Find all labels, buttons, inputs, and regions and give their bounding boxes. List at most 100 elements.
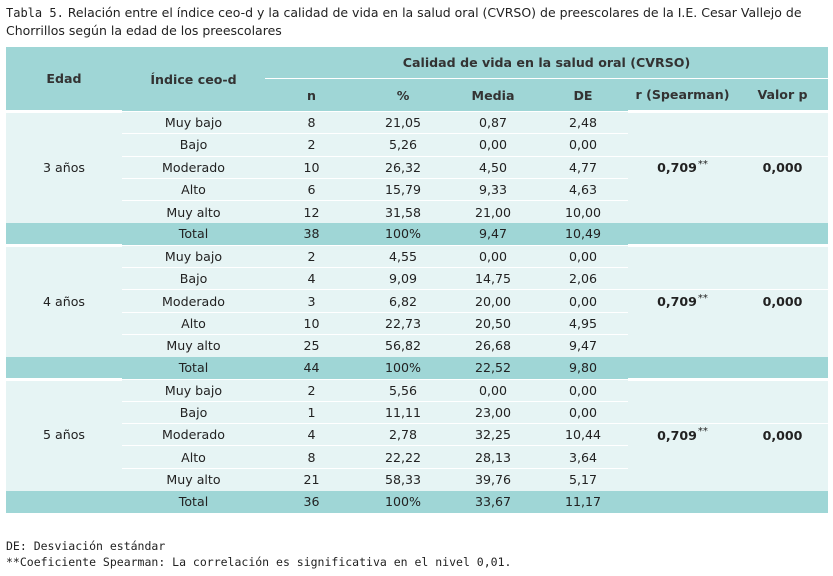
- cell-indice: Muy bajo: [122, 110, 265, 134]
- cell-p-empty: [737, 445, 829, 469]
- cell-de: 5,17: [538, 467, 628, 491]
- cell-de: 2,48: [538, 110, 628, 134]
- cell-media: 0,00: [448, 244, 538, 268]
- note-de: DE: Desviación estándar: [6, 539, 166, 553]
- cell-pct: 100%: [358, 490, 448, 513]
- cell-n: 1: [265, 400, 358, 424]
- table-row: Bajo 2 5,26 0,00 0,00: [6, 133, 829, 157]
- cell-n: 10: [265, 311, 358, 335]
- header-indice: Índice ceo-d: [122, 47, 265, 112]
- cell-media: 9,47: [448, 222, 538, 246]
- cell-edad-empty: [6, 200, 122, 223]
- cell-n: 12: [265, 200, 358, 223]
- cell-indice: Alto: [122, 177, 265, 201]
- cell-p-empty: [737, 468, 829, 491]
- cell-de: 4,77: [538, 155, 628, 179]
- r-significance-mark: **: [697, 158, 708, 170]
- cell-media: 23,00: [448, 400, 538, 424]
- cell-n: 25: [265, 333, 358, 357]
- cell-media: 20,50: [448, 311, 538, 335]
- cell-de: 4,95: [538, 311, 628, 335]
- cell-valor-p: 0,000: [737, 155, 829, 179]
- table-row: Muy bajo 2 5,56 0,00 0,00: [6, 377, 829, 402]
- table-row: Alto 8 22,22 28,13 3,64: [6, 445, 829, 469]
- cell-edad-empty: [6, 222, 122, 246]
- cell-r-empty: [628, 377, 737, 402]
- cell-n: 38: [265, 222, 358, 246]
- cell-indice: Muy alto: [122, 200, 265, 223]
- cell-r-empty: [628, 200, 737, 223]
- cell-de: 3,64: [538, 445, 628, 469]
- cell-p-empty: [737, 200, 829, 223]
- cell-p-empty: [737, 490, 829, 513]
- cell-p-empty: [737, 334, 829, 357]
- cell-indice: Bajo: [122, 400, 265, 424]
- cell-r-empty: [628, 109, 737, 134]
- cell-de: 9,80: [538, 356, 628, 380]
- cell-n: 2: [265, 378, 358, 402]
- table-row: Muy alto 25 56,82 26,68 9,47: [6, 333, 829, 357]
- cell-media: 4,50: [448, 155, 538, 179]
- header-media: Media: [448, 78, 538, 112]
- cell-r-empty: [628, 267, 737, 290]
- cell-r-empty: [628, 243, 737, 268]
- cell-indice: Total: [122, 356, 265, 380]
- cell-pct: 26,32: [358, 155, 448, 179]
- cell-indice: Moderado: [122, 289, 265, 313]
- table-row: 5 años Moderado 4 2,78 32,25 10,44 0,709** 0,00…: [6, 423, 829, 446]
- cell-pct: 9,09: [358, 267, 448, 290]
- cell-edad-empty: [6, 490, 122, 513]
- cell-r-empty: [628, 356, 737, 380]
- cell-pct: 22,73: [358, 311, 448, 335]
- cell-de: 0,00: [538, 244, 628, 268]
- table-notes: DE: Desviación estándar **Coeficiente Sp…: [6, 538, 828, 570]
- cell-edad-empty: [6, 445, 122, 469]
- cell-media: 22,52: [448, 356, 538, 380]
- cell-r-spearman: 0,709**: [628, 289, 737, 313]
- cell-indice: Bajo: [122, 267, 265, 290]
- cell-p-empty: [737, 267, 829, 290]
- note-spearman: **Coeficiente Spearman: La correlación e…: [6, 555, 512, 569]
- cell-p-empty: [737, 312, 829, 335]
- cell-edad: 5 años: [6, 423, 122, 446]
- cell-n: 4: [265, 267, 358, 290]
- cell-media: 0,87: [448, 110, 538, 134]
- cell-r-empty: [628, 133, 737, 157]
- cell-indice: Bajo: [122, 133, 265, 157]
- table-caption: Tabla 5. Relación entre el índice ceo-d …: [6, 4, 828, 39]
- cell-pct: 5,26: [358, 133, 448, 157]
- cell-indice: Total: [122, 490, 265, 513]
- cell-media: 33,67: [448, 490, 538, 513]
- r-value: 0,709: [657, 427, 697, 443]
- cell-p-empty: [737, 356, 829, 380]
- cell-pct: 2,78: [358, 423, 448, 446]
- cell-media: 39,76: [448, 467, 538, 491]
- table-row: Muy alto 21 58,33 39,76 5,17: [6, 467, 829, 491]
- cell-pct: 4,55: [358, 244, 448, 268]
- cell-de: 0,00: [538, 133, 628, 157]
- cell-edad-empty: [6, 334, 122, 357]
- cell-p-empty: [737, 401, 829, 424]
- cell-media: 20,00: [448, 289, 538, 313]
- r-significance-mark: **: [697, 426, 708, 438]
- cell-n: 21: [265, 467, 358, 491]
- table-row: Muy bajo 2 4,55 0,00 0,00: [6, 243, 829, 268]
- cell-pct: 11,11: [358, 400, 448, 424]
- cell-n: 8: [265, 110, 358, 134]
- cell-indice: Alto: [122, 311, 265, 335]
- table-caption-label: Tabla 5.: [6, 6, 64, 20]
- cell-indice: Muy alto: [122, 467, 265, 491]
- cell-edad-empty: [6, 178, 122, 201]
- cell-indice: Alto: [122, 445, 265, 469]
- cell-de: 0,00: [538, 378, 628, 402]
- header-r: r (Spearman): [628, 78, 737, 112]
- cell-edad-empty: [6, 356, 122, 380]
- cell-n: 2: [265, 133, 358, 157]
- cell-de: 10,49: [538, 222, 628, 246]
- cell-pct: 100%: [358, 356, 448, 380]
- table-row: Muy bajo 8 21,05 0,87 2,48: [6, 109, 829, 134]
- cell-n: 2: [265, 244, 358, 268]
- cell-r-empty: [628, 334, 737, 357]
- header-group-cvrso: Calidad de vida en la salud oral (CVRSO): [265, 47, 829, 79]
- cell-de: 10,00: [538, 200, 628, 223]
